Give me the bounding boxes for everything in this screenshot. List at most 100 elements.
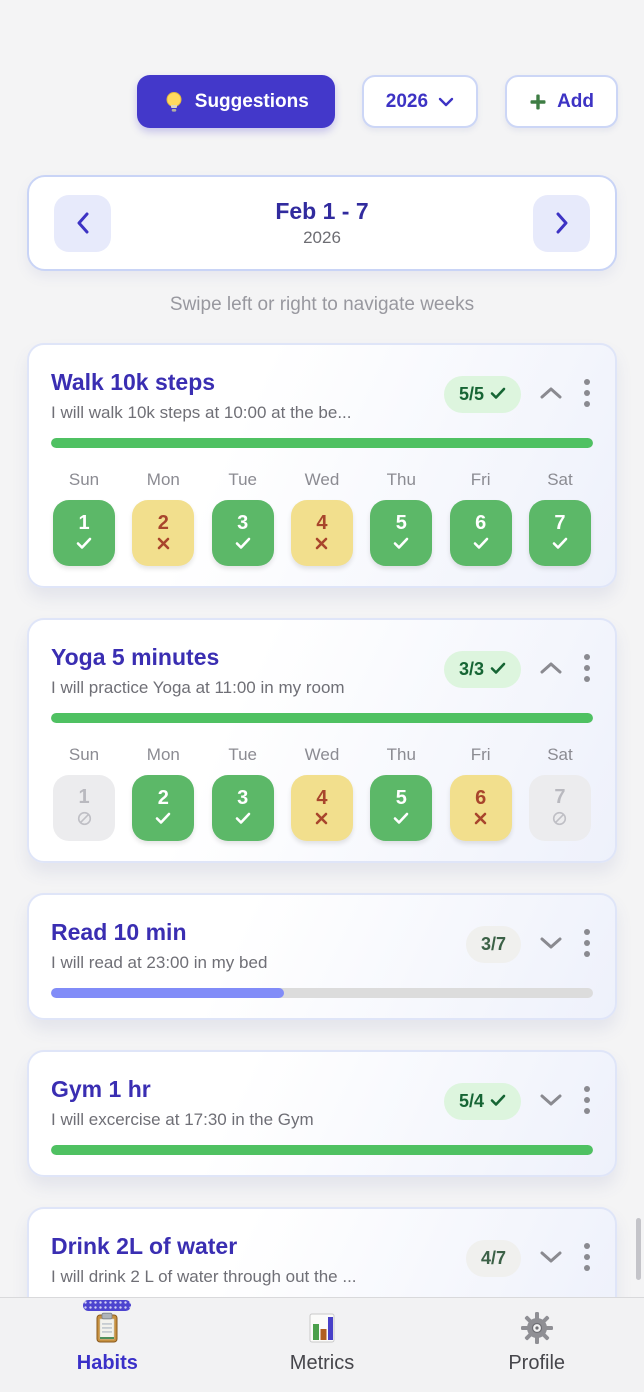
suggestions-button[interactable]: Suggestions [136, 75, 335, 128]
day-number: 1 [78, 511, 90, 534]
day-tile[interactable]: 2 [132, 500, 195, 566]
habit-card: Gym 1 hr I will excercise at 17:30 in th… [27, 1050, 617, 1177]
day-column: Sun 1 [53, 470, 115, 566]
x-icon [315, 812, 328, 830]
x-icon [315, 537, 328, 555]
day-header: Thu [386, 745, 416, 764]
chevron-left-icon [76, 212, 90, 234]
nav-label-metrics: Metrics [289, 1352, 355, 1374]
day-number: 1 [78, 785, 90, 808]
next-week-button[interactable] [533, 194, 590, 252]
check-icon [235, 537, 251, 555]
habit-header: Gym 1 hr I will excercise at 17:30 in th… [51, 1076, 593, 1130]
day-tile[interactable]: 1 [53, 500, 115, 566]
day-tile[interactable]: 4 [290, 500, 353, 566]
year-value: 2026 [385, 90, 429, 112]
nav-tab-metrics[interactable]: Metrics [215, 1298, 430, 1392]
day-tile[interactable]: 5 [370, 775, 433, 841]
day-number: 7 [554, 785, 566, 808]
habit-controls: 3/3 [443, 644, 593, 689]
day-tile[interactable]: 3 [211, 775, 274, 841]
habit-controls: 5/4 [443, 1076, 593, 1121]
habit-card: Read 10 min I will read at 23:00 in my b… [27, 893, 617, 1020]
habit-menu-button[interactable] [581, 925, 593, 964]
day-tile[interactable]: 5 [370, 500, 433, 566]
badge-count: 3/3 [458, 659, 484, 679]
collapse-toggle-button[interactable] [537, 1248, 565, 1269]
day-header: Wed [304, 745, 340, 764]
lightbulb-icon [163, 90, 185, 114]
habit-controls: 4/7 [465, 1233, 593, 1278]
day-tile[interactable]: 7 [528, 500, 591, 566]
chevron-up-icon [539, 386, 563, 403]
habit-titles: Read 10 min I will read at 23:00 in my b… [51, 919, 456, 973]
day-number: 2 [157, 786, 169, 809]
day-column: Sat 7 [528, 470, 591, 566]
day-header: Thu [386, 470, 416, 489]
collapse-toggle-button[interactable] [537, 384, 565, 405]
badge-count: 3/7 [480, 934, 506, 954]
day-header: Sat [547, 470, 573, 489]
habit-header: Yoga 5 minutes I will practice Yoga at 1… [51, 644, 593, 698]
habit-menu-button[interactable] [581, 1239, 593, 1278]
progress-badge: 4/7 [465, 1240, 521, 1277]
scrollbar-thumb[interactable] [636, 1218, 641, 1280]
ban-icon [552, 811, 567, 831]
day-tile[interactable]: 3 [211, 500, 274, 566]
day-number: 3 [237, 511, 249, 534]
habit-titles: Gym 1 hr I will excercise at 17:30 in th… [51, 1076, 434, 1130]
gear-icon [519, 1310, 555, 1346]
habit-menu-button[interactable] [581, 375, 593, 414]
day-tile[interactable]: 2 [132, 775, 195, 841]
nav-tab-habits[interactable]: Habits [0, 1298, 215, 1392]
nav-tab-profile[interactable]: Profile [429, 1298, 644, 1392]
habit-menu-button[interactable] [581, 1082, 593, 1121]
kebab-menu-icon [583, 1241, 591, 1276]
day-header: Sun [68, 470, 100, 489]
day-column: Wed 4 [290, 745, 353, 841]
habit-title: Gym 1 hr [51, 1076, 151, 1102]
habit-subtitle: I will read at 23:00 in my bed [51, 953, 268, 972]
day-header: Sat [547, 745, 573, 764]
bottom-nav: Habits Metrics [0, 1297, 644, 1392]
day-number: 6 [475, 786, 487, 809]
day-grid: Sun 1 Mon 2 Tue 3 [51, 745, 593, 841]
week-range-title: Feb 1 - 7 [275, 198, 369, 224]
habit-progress-fill [51, 1145, 593, 1155]
kebab-menu-icon [583, 377, 591, 412]
habit-menu-button[interactable] [581, 650, 593, 689]
habit-controls: 5/5 [443, 369, 593, 414]
check-icon [155, 812, 171, 830]
suggestions-label: Suggestions [194, 90, 309, 112]
day-column: Wed 4 [290, 470, 353, 566]
habit-titles: Yoga 5 minutes I will practice Yoga at 1… [51, 644, 434, 698]
habit-progress-fill [51, 438, 593, 448]
collapse-toggle-button[interactable] [537, 659, 565, 680]
day-tile[interactable]: 6 [449, 775, 512, 841]
active-tab-indicator [83, 1300, 132, 1311]
day-header: Mon [146, 745, 180, 764]
habit-title: Read 10 min [51, 919, 187, 945]
kebab-menu-icon [583, 1084, 591, 1119]
habit-titles: Walk 10k steps I will walk 10k steps at … [51, 369, 434, 423]
progress-badge: 3/3 [443, 651, 521, 688]
kebab-menu-icon [583, 652, 591, 687]
prev-week-button[interactable] [54, 194, 111, 252]
day-number: 3 [237, 786, 249, 809]
collapse-toggle-button[interactable] [537, 1091, 565, 1112]
badge-count: 5/4 [458, 1091, 484, 1111]
day-tile: 7 [528, 775, 591, 841]
day-number: 6 [475, 511, 487, 534]
habit-header: Read 10 min I will read at 23:00 in my b… [51, 919, 593, 973]
day-tile[interactable]: 6 [449, 500, 512, 566]
chevron-up-icon [539, 661, 563, 678]
day-column: Sat 7 [528, 745, 591, 841]
habit-card: Yoga 5 minutes I will practice Yoga at 1… [27, 618, 617, 863]
habit-progress-track [51, 438, 593, 448]
check-icon [552, 537, 568, 555]
year-dropdown[interactable]: 2026 [361, 75, 479, 128]
day-tile[interactable]: 4 [290, 775, 353, 841]
collapse-toggle-button[interactable] [537, 934, 565, 955]
check-icon [473, 537, 489, 555]
add-button[interactable]: Add [505, 75, 618, 128]
